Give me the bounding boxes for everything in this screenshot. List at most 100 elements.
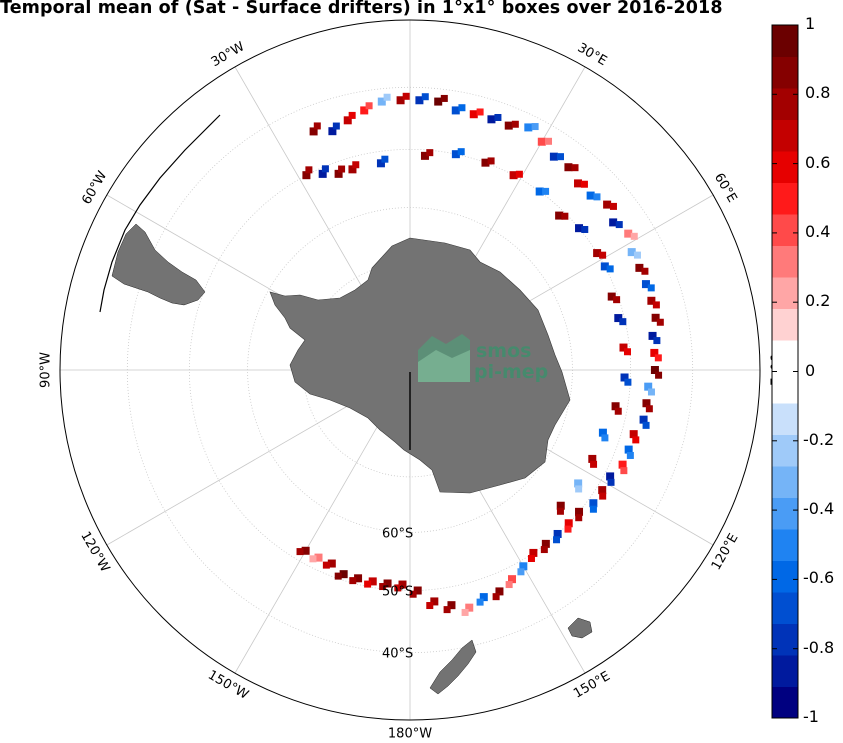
data-cell bbox=[394, 584, 402, 592]
data-cell bbox=[515, 170, 523, 178]
data-cell bbox=[349, 577, 357, 585]
data-cell bbox=[620, 373, 629, 382]
data-cell bbox=[348, 165, 357, 174]
data-cell bbox=[607, 478, 615, 486]
data-cell bbox=[531, 123, 539, 131]
latitude-label: 50°S bbox=[382, 585, 413, 600]
data-cell bbox=[524, 123, 533, 132]
watermark-line1: smos bbox=[476, 340, 531, 362]
colorbar-segment bbox=[772, 655, 798, 687]
data-cell bbox=[553, 536, 561, 544]
data-cell bbox=[527, 554, 535, 562]
data-cell bbox=[413, 586, 422, 595]
data-cell bbox=[613, 296, 621, 304]
latitude-label: 40°S bbox=[382, 647, 413, 662]
colorbar-segment bbox=[772, 119, 798, 152]
data-cell bbox=[564, 163, 573, 172]
data-cell bbox=[334, 169, 343, 178]
data-cell bbox=[332, 122, 340, 130]
data-cell bbox=[542, 187, 550, 195]
colorbar-segment bbox=[772, 277, 798, 309]
longitude-label: 60°E bbox=[711, 171, 740, 206]
data-cell bbox=[540, 546, 548, 554]
colorbar-segment bbox=[772, 623, 798, 656]
data-cell bbox=[639, 415, 648, 424]
data-cell bbox=[654, 354, 662, 362]
data-cell bbox=[556, 153, 564, 161]
data-cell bbox=[593, 249, 602, 258]
watermark-line2: pi-mep bbox=[474, 361, 548, 383]
data-cell bbox=[624, 229, 633, 238]
data-cell bbox=[368, 577, 377, 586]
data-cell bbox=[644, 382, 653, 391]
data-cell bbox=[509, 171, 518, 180]
data-cell bbox=[642, 399, 651, 408]
data-cell bbox=[629, 430, 638, 439]
data-cell bbox=[655, 371, 663, 379]
data-cell bbox=[511, 120, 519, 128]
data-cell bbox=[479, 593, 488, 602]
data-cell bbox=[309, 555, 317, 563]
data-cell bbox=[589, 505, 597, 513]
colorbar bbox=[771, 24, 799, 719]
south-america-tip bbox=[111, 223, 206, 306]
data-cell bbox=[549, 152, 558, 161]
data-cell bbox=[318, 169, 327, 178]
colorbar-tick-label: 0.6 bbox=[805, 152, 831, 172]
data-cell bbox=[574, 479, 583, 488]
land-masses bbox=[99, 114, 593, 695]
data-cell bbox=[599, 251, 607, 259]
data-cell bbox=[564, 525, 572, 533]
data-cell bbox=[440, 94, 448, 102]
data-cell bbox=[575, 485, 583, 493]
data-cell bbox=[322, 561, 330, 569]
data-cell bbox=[641, 267, 649, 275]
colorbar-segment bbox=[772, 371, 798, 404]
colorbar-segment bbox=[772, 88, 798, 120]
meridian-line bbox=[234, 66, 384, 325]
data-cell bbox=[517, 568, 525, 576]
data-cell bbox=[652, 301, 660, 309]
data-cell bbox=[360, 106, 369, 115]
data-cell bbox=[447, 601, 456, 610]
meridian-line bbox=[106, 396, 365, 546]
data-cell bbox=[599, 492, 607, 500]
data-cell bbox=[396, 96, 405, 105]
colorbar-segment bbox=[772, 182, 798, 215]
data-cell bbox=[600, 262, 609, 271]
data-cell bbox=[598, 428, 607, 437]
data-cell bbox=[609, 218, 618, 227]
colorbar-segment bbox=[772, 466, 798, 498]
data-cell bbox=[626, 451, 634, 459]
data-cell bbox=[647, 388, 655, 396]
data-cell bbox=[302, 171, 311, 180]
data-cell bbox=[619, 343, 628, 352]
data-cell bbox=[379, 583, 387, 591]
data-cell bbox=[434, 97, 443, 106]
data-cell bbox=[504, 121, 513, 130]
data-cell bbox=[645, 405, 653, 413]
data-cell bbox=[561, 212, 569, 220]
data-cell bbox=[383, 93, 391, 101]
data-cell bbox=[609, 202, 617, 210]
data-cell bbox=[328, 127, 337, 136]
data-cell bbox=[383, 579, 392, 588]
colorbar-segment bbox=[772, 245, 798, 278]
colorbar-segment bbox=[772, 214, 798, 246]
new-zealand-south bbox=[429, 639, 477, 695]
colorbar-segment bbox=[772, 529, 798, 561]
longitude-label: 150°E bbox=[571, 669, 613, 702]
data-cell bbox=[556, 507, 564, 515]
data-cells bbox=[296, 92, 664, 616]
longitude-label: 120°W bbox=[77, 529, 112, 575]
data-cell bbox=[476, 598, 484, 606]
data-cell bbox=[647, 296, 656, 305]
data-cell bbox=[656, 318, 664, 326]
data-cell bbox=[537, 137, 546, 146]
data-cell bbox=[443, 606, 451, 614]
data-cell bbox=[615, 221, 623, 229]
data-cell bbox=[492, 593, 500, 601]
longitude-label: 30°E bbox=[575, 40, 610, 69]
data-cell bbox=[458, 104, 466, 112]
